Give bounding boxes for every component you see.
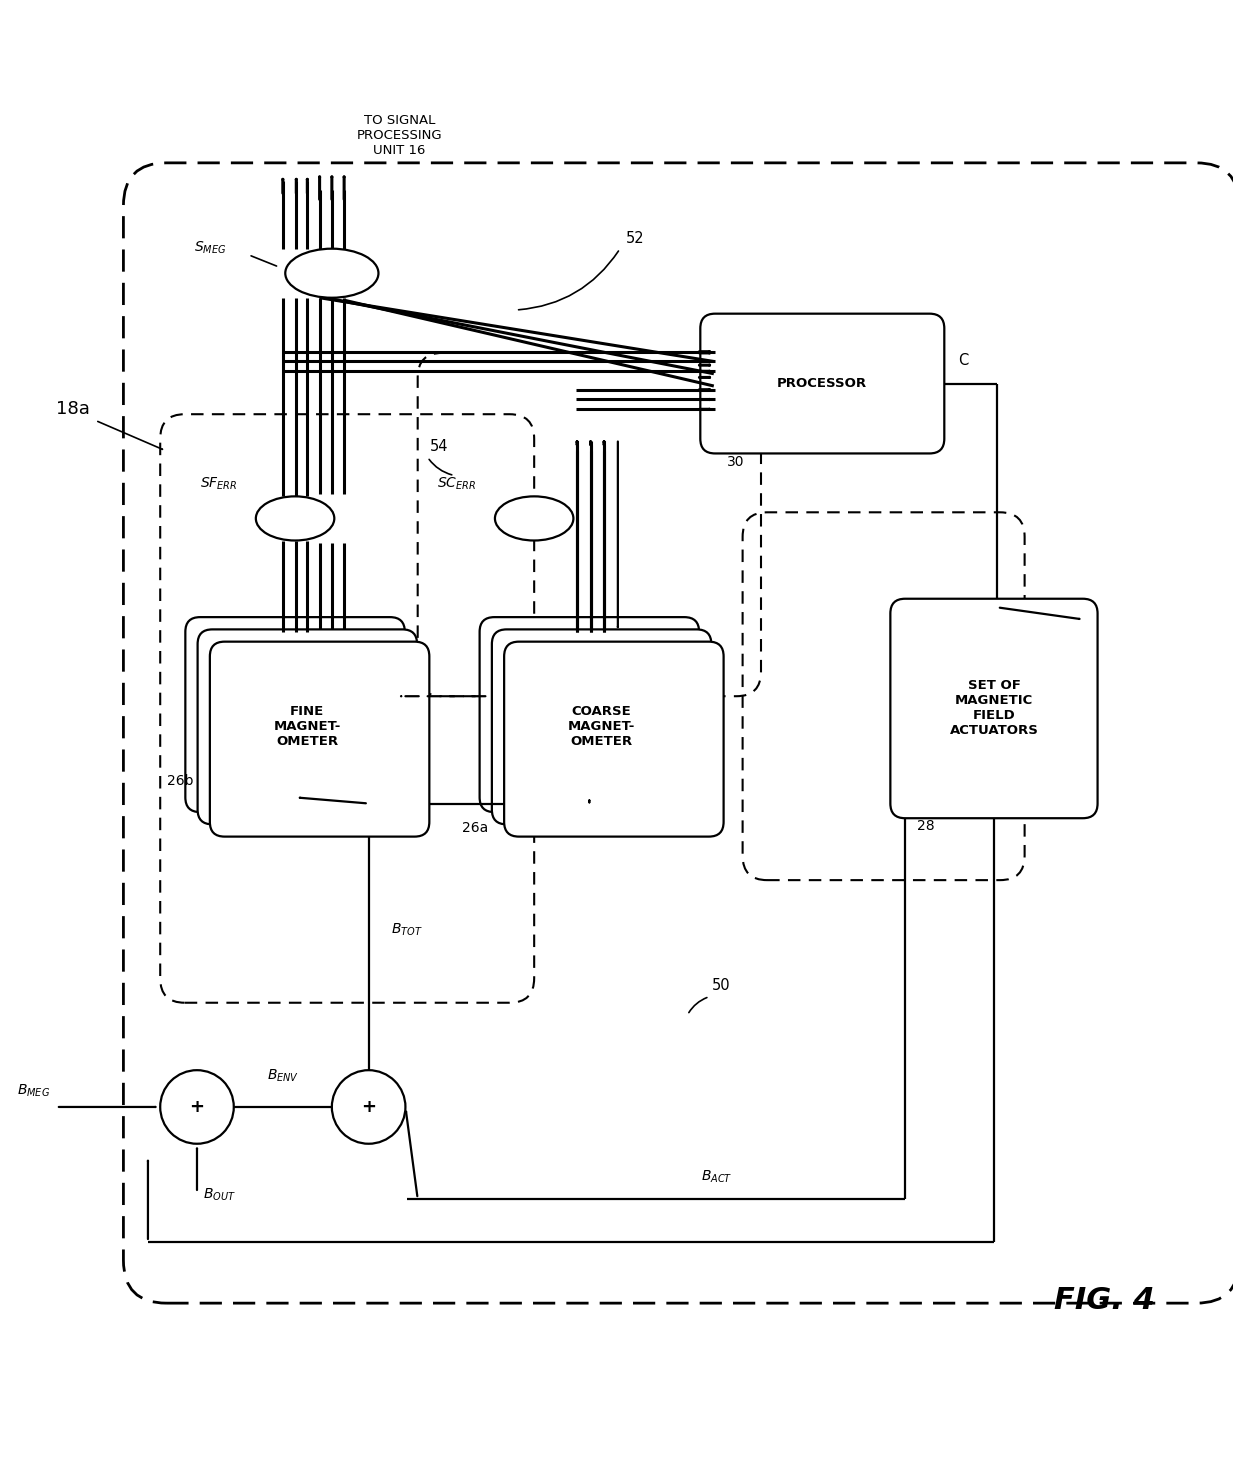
Text: $SF_{ERR}$: $SF_{ERR}$ [200, 476, 237, 493]
Text: 54: 54 [430, 438, 449, 454]
Text: $B_{OUT}$: $B_{OUT}$ [203, 1187, 236, 1204]
Text: $B_{ACT}$: $B_{ACT}$ [701, 1168, 733, 1185]
Text: $S_{MEG}$: $S_{MEG}$ [193, 239, 227, 255]
FancyBboxPatch shape [197, 629, 417, 824]
Text: PROCESSOR: PROCESSOR [777, 377, 867, 390]
Text: $B_{ENV}$: $B_{ENV}$ [267, 1069, 299, 1085]
FancyBboxPatch shape [480, 617, 699, 812]
Text: COARSE
MAGNET-
OMETER: COARSE MAGNET- OMETER [568, 705, 635, 748]
FancyBboxPatch shape [210, 642, 429, 837]
Text: $SC_{ERR}$: $SC_{ERR}$ [438, 476, 476, 493]
Circle shape [332, 1070, 405, 1143]
Text: +: + [361, 1098, 376, 1116]
Ellipse shape [285, 249, 378, 298]
Text: SET OF
MAGNETIC
FIELD
ACTUATORS: SET OF MAGNETIC FIELD ACTUATORS [950, 679, 1038, 737]
Text: C: C [959, 353, 968, 368]
Text: 26a: 26a [463, 821, 489, 834]
Text: $B_{MEG}$: $B_{MEG}$ [17, 1083, 50, 1100]
Text: 26b: 26b [167, 774, 193, 789]
Text: FIG. 4: FIG. 4 [1054, 1286, 1154, 1315]
Text: FINE
MAGNET-
OMETER: FINE MAGNET- OMETER [274, 705, 341, 748]
FancyArrowPatch shape [689, 997, 707, 1013]
Circle shape [160, 1070, 234, 1143]
FancyArrowPatch shape [250, 257, 277, 265]
FancyBboxPatch shape [890, 598, 1097, 818]
FancyBboxPatch shape [505, 642, 724, 837]
FancyArrowPatch shape [518, 251, 619, 309]
Text: 18a: 18a [57, 400, 91, 418]
FancyArrowPatch shape [429, 459, 451, 475]
Text: 28: 28 [918, 819, 935, 834]
Text: 30: 30 [728, 454, 745, 469]
FancyBboxPatch shape [701, 314, 945, 453]
Ellipse shape [495, 497, 573, 541]
FancyBboxPatch shape [185, 617, 404, 812]
FancyBboxPatch shape [492, 629, 712, 824]
Text: 52: 52 [626, 230, 645, 246]
Text: +: + [190, 1098, 205, 1116]
Text: $B_{TOT}$: $B_{TOT}$ [391, 922, 423, 938]
Text: 50: 50 [712, 978, 730, 994]
Ellipse shape [255, 497, 335, 541]
Text: TO SIGNAL
PROCESSING
UNIT 16: TO SIGNAL PROCESSING UNIT 16 [356, 114, 443, 157]
